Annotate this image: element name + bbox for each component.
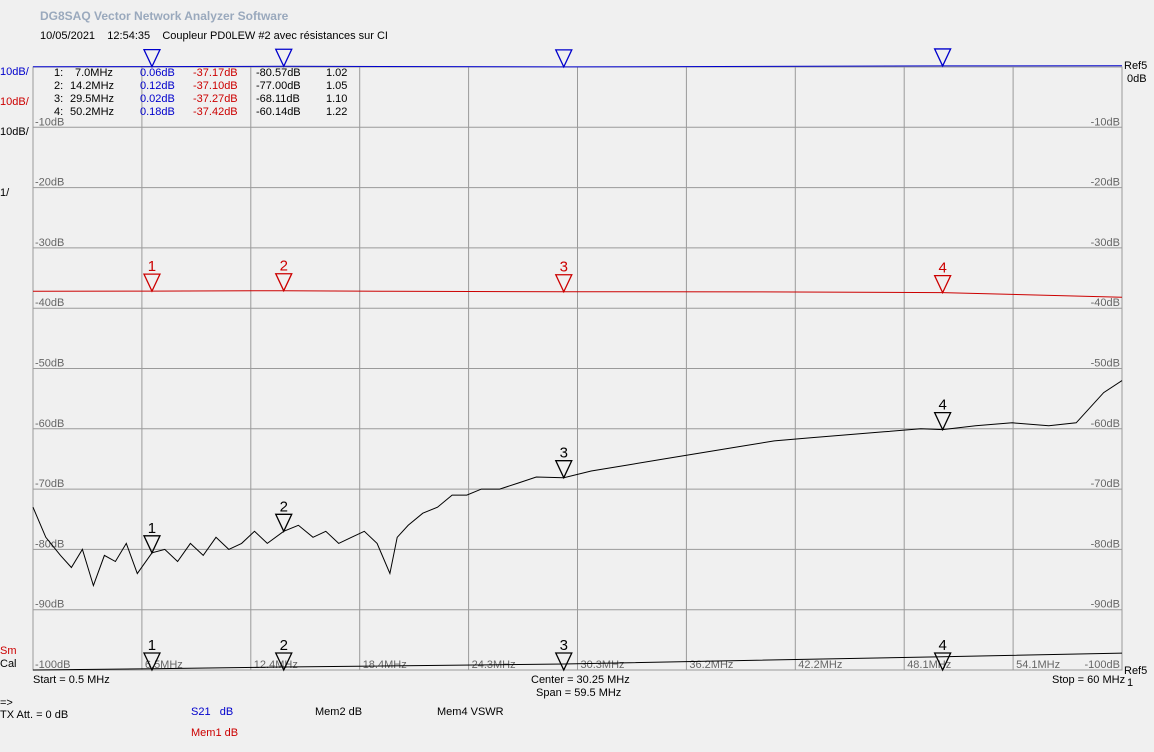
y-tick-label-left: -20dB: [35, 177, 64, 189]
date-text: 10/05/2021: [40, 30, 96, 42]
y-tick-label-left: -90dB: [35, 599, 64, 611]
tx-attenuation[interactable]: TX Att. = 0 dB: [0, 709, 69, 721]
marker-s21-4: [933, 48, 952, 68]
start-freq: Start = 0.5 MHz: [33, 674, 110, 686]
y-tick-label-right: -80dB: [1091, 538, 1120, 550]
marker-mem2-4: [933, 411, 952, 432]
marker-mem2-1-label: 1: [148, 520, 156, 537]
y-tick-label-right: -20dB: [1091, 177, 1120, 189]
y-tick-label-right: -70dB: [1091, 478, 1120, 490]
marker-mem4-2-label: 2: [280, 637, 288, 654]
marker-mem4-1-label: 1: [148, 637, 156, 654]
y-tick-label-left: -80dB: [35, 538, 64, 550]
marker-mem2-2: [274, 513, 293, 533]
marker-s21-3-label: 3: [560, 34, 568, 51]
ref-bottom-value: 1: [1127, 677, 1134, 689]
marker-mem4-4-label: 4: [938, 637, 946, 654]
x-tick-label: 54.1MHz: [1016, 659, 1060, 671]
marker-s21-1-label: 1: [148, 34, 156, 51]
center-freq: Center = 30.25 MHz: [531, 674, 630, 686]
marker-mem1-4-label: 4: [938, 260, 946, 277]
x-tick-label: 12.4MHz: [254, 659, 298, 671]
legend-mem1[interactable]: Mem1 dB: [191, 727, 239, 739]
marker-s21-2-label: 2: [280, 33, 288, 50]
y-tick-label-right: -60dB: [1091, 418, 1120, 430]
marker-mem2-3-label: 3: [560, 445, 568, 462]
x-tick-label: 30.3MHz: [581, 659, 625, 671]
y-tick-label-left: -10dB: [35, 116, 64, 128]
marker-mem1-3-label: 3: [560, 259, 568, 276]
trace-mem2: [32, 380, 1123, 588]
marker-mem1-1-label: 1: [148, 258, 156, 275]
scale-label-red: 10dB/: [0, 96, 29, 108]
y-tick-label-right: -50dB: [1091, 358, 1120, 370]
y-tick-label-left: -50dB: [35, 358, 64, 370]
y-tick-label-left: -60dB: [35, 418, 64, 430]
y-tick-label-right: -10dB: [1091, 116, 1120, 128]
y-tick-label-left: -40dB: [35, 297, 64, 309]
cal-label: Cal: [0, 658, 17, 670]
marker-mem4-3-label: 3: [560, 637, 568, 654]
y-tick-label-left: -100dB: [35, 659, 70, 671]
x-tick-label: 42.2MHz: [798, 659, 842, 671]
trace-mem4: [32, 652, 1123, 671]
x-tick-label: 36.2MHz: [689, 659, 733, 671]
app-title: DG8SAQ Vector Network Analyzer Software: [40, 9, 289, 23]
x-tick-label: 48.1MHz: [907, 659, 951, 671]
measurement-header: 10/05/2021 12:54:35 Coupleur PD0LEW #2 a…: [40, 30, 388, 42]
marker-mem4-4: [933, 652, 952, 672]
marker-s21-4-label: 4: [938, 33, 946, 50]
x-tick-label: 18.4MHz: [363, 659, 407, 671]
marker-mem4-1: [142, 652, 161, 672]
marker-mem2-4-label: 4: [938, 397, 946, 414]
stop-freq: Stop = 60 MHz: [1052, 674, 1126, 686]
y-tick-label-left: -30dB: [35, 237, 64, 249]
y-tick-label-right: -30dB: [1091, 237, 1120, 249]
marker-mem1-1: [142, 273, 161, 293]
span-freq: Span = 59.5 MHz: [536, 687, 622, 699]
marker-mem2-3: [554, 460, 573, 480]
scale-label-black: 10dB/: [0, 126, 29, 138]
arrow-indicator: =>: [0, 697, 13, 709]
x-tick-label: 6.5MHz: [145, 659, 183, 671]
marker-mem1-4: [933, 274, 952, 295]
trace-s21: [32, 65, 1123, 68]
marker-s21-3: [554, 49, 573, 69]
legend-s21[interactable]: S21 dB: [191, 706, 234, 718]
marker-s21-2: [274, 48, 293, 68]
legend-mem4[interactable]: Mem4 VSWR: [437, 706, 504, 718]
y-tick-label-left: -70dB: [35, 478, 64, 490]
legend-mem2[interactable]: Mem2 dB: [315, 706, 363, 718]
ref-bottom-label: Ref5: [1124, 665, 1148, 677]
scale-label-fourth: 1/: [0, 187, 10, 199]
sm-label: Sm: [0, 645, 17, 657]
marker-mem4-3: [554, 652, 573, 672]
marker-mem2-1: [142, 535, 161, 555]
ref-top-value: 0dB: [1127, 73, 1147, 85]
time-text: 12:54:35: [107, 30, 151, 42]
y-tick-label-right: -100dB: [1085, 659, 1120, 671]
measurement-title: Coupleur PD0LEW #2 avec résistances sur …: [162, 30, 388, 42]
marker-mem4-2: [274, 652, 293, 672]
marker-mem1-2: [274, 273, 293, 293]
marker-s21-1: [142, 48, 161, 69]
ref-top-label: Ref5: [1124, 60, 1148, 72]
y-tick-label-right: -90dB: [1091, 599, 1120, 611]
marker-mem2-2-label: 2: [280, 498, 288, 515]
marker-mem1-2-label: 2: [280, 258, 288, 275]
marker-mem1-3: [554, 274, 573, 294]
y-tick-label-right: -40dB: [1091, 297, 1120, 309]
scale-label-blue: 10dB/: [0, 66, 29, 78]
